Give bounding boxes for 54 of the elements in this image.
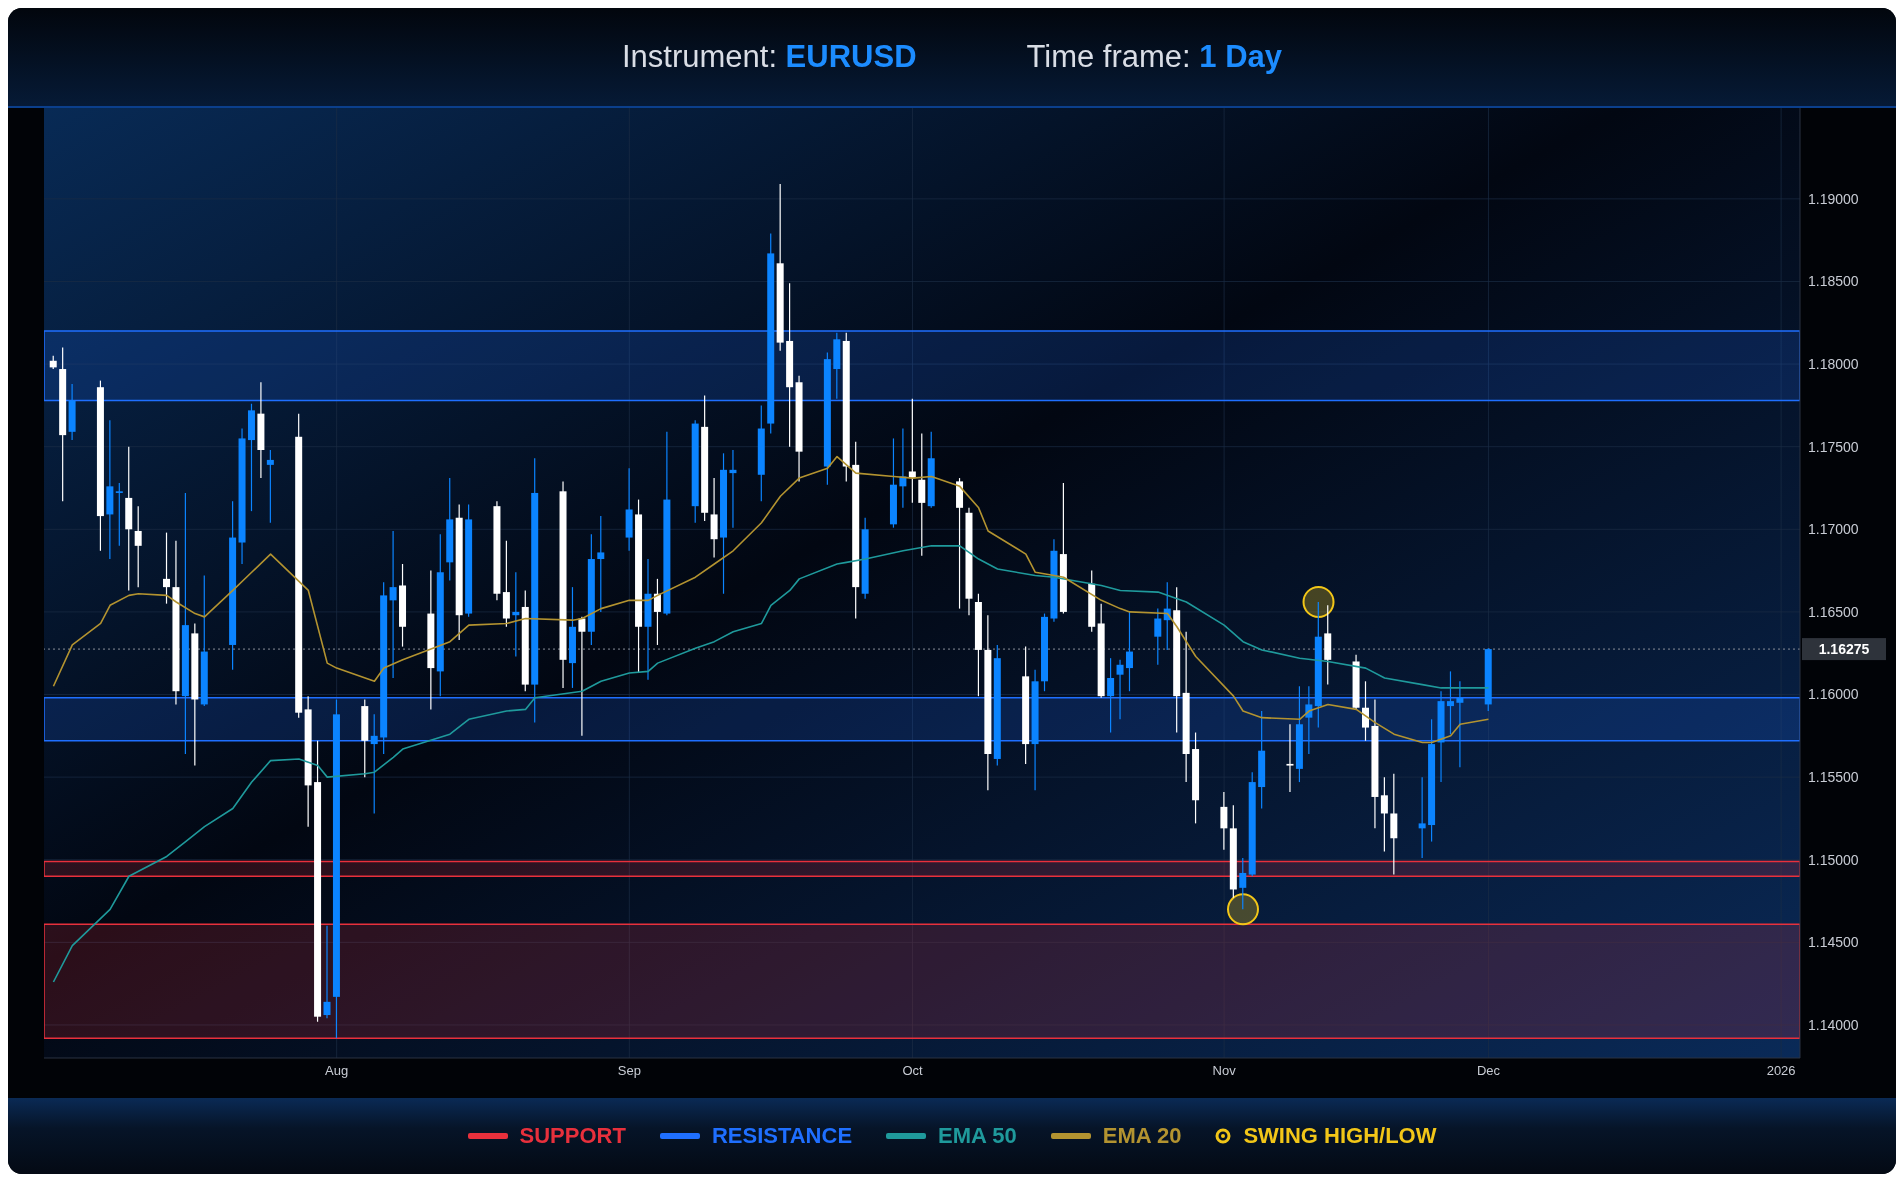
candlestick	[266, 449, 274, 524]
ref-line-label: 1.16275	[1818, 641, 1870, 658]
y-tick-label: 1.15000	[1808, 851, 1859, 868]
x-tick-label: Sep	[617, 1063, 641, 1079]
candlestick	[1107, 657, 1115, 734]
candlestick	[1154, 608, 1162, 666]
candlestick	[389, 530, 397, 679]
candlestick	[597, 515, 605, 613]
legend-label: RESISTANCE	[711, 1123, 853, 1149]
legend-label: EMA 20	[1102, 1123, 1182, 1149]
x-tick-label: 2026	[1766, 1063, 1796, 1079]
candlestick	[578, 616, 586, 737]
candlestick	[115, 482, 123, 547]
x-tick-label: Dec	[1476, 1063, 1501, 1079]
candlestick	[1456, 680, 1464, 768]
legend-label: EMA 50	[938, 1123, 1017, 1149]
candlestick	[370, 713, 378, 815]
x-tick-label: Oct	[902, 1063, 924, 1079]
x-tick-label: Nov	[1212, 1063, 1237, 1079]
y-tick-label: 1.14000	[1808, 1016, 1859, 1033]
candlestick	[1286, 723, 1294, 793]
legend-label: SUPPORT	[519, 1123, 626, 1149]
y-tick-label: 1.15500	[1808, 769, 1859, 786]
candlestick	[1125, 611, 1133, 692]
chart-subtitle: Time frame: 1 Day	[1026, 39, 1283, 75]
line-series	[52, 545, 1490, 983]
candlestick	[134, 505, 142, 588]
candlestick	[1305, 685, 1313, 755]
y-tick-label: 1.16000	[1808, 686, 1859, 703]
y-tick-label: 1.18000	[1808, 356, 1859, 373]
y-tick-label: 1.14500	[1808, 934, 1859, 951]
candlestick	[1220, 791, 1228, 851]
candlestick	[163, 532, 171, 605]
candlestick	[1418, 776, 1426, 859]
legend-label: SWING HIGH/LOW	[1243, 1123, 1437, 1149]
y-tick-label: 1.17000	[1808, 521, 1859, 538]
chart-title: Instrument: EURUSD	[621, 39, 917, 75]
candlestick	[1239, 857, 1247, 910]
line-series	[52, 455, 1490, 744]
x-tick-label: Aug	[325, 1063, 349, 1079]
y-tick-label: 1.18500	[1808, 273, 1859, 290]
candlestick	[729, 449, 737, 529]
candlestick	[1446, 670, 1454, 735]
candlestick	[512, 571, 520, 658]
candlestick	[918, 432, 926, 557]
candlestick	[908, 398, 916, 504]
y-tick-label: 1.16500	[1808, 603, 1859, 620]
candlestick	[1116, 659, 1124, 720]
y-tick-label: 1.17500	[1808, 438, 1859, 455]
candlestick	[323, 925, 331, 1019]
candlestick	[1362, 680, 1369, 742]
y-tick-label: 1.19000	[1808, 190, 1859, 207]
candlestick	[1380, 776, 1388, 853]
candlestick	[653, 578, 661, 646]
